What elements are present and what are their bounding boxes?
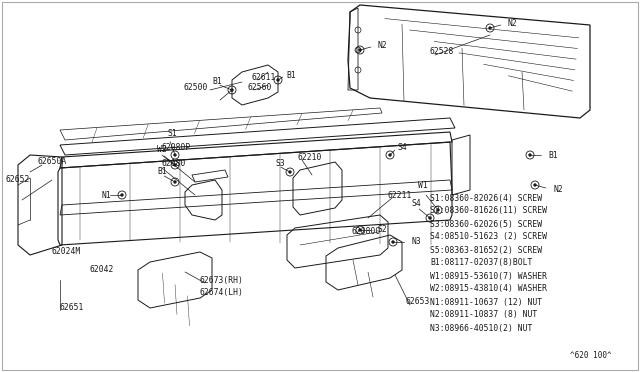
Text: B1:08117-02037(8)BOLT: B1:08117-02037(8)BOLT xyxy=(430,259,532,267)
Circle shape xyxy=(359,49,361,51)
Text: N1:08911-10637 (12) NUT: N1:08911-10637 (12) NUT xyxy=(430,298,542,307)
Circle shape xyxy=(392,241,394,243)
Text: B1: B1 xyxy=(157,167,167,176)
Text: N2: N2 xyxy=(378,41,388,49)
Text: 62080P: 62080P xyxy=(162,144,191,153)
Text: W2:08915-43810(4) WASHER: W2:08915-43810(4) WASHER xyxy=(430,285,547,294)
Text: 62611: 62611 xyxy=(252,74,276,83)
Text: 620800: 620800 xyxy=(352,228,381,237)
Text: N3: N3 xyxy=(411,237,420,247)
Text: 62560: 62560 xyxy=(248,83,273,93)
Circle shape xyxy=(289,171,291,173)
Circle shape xyxy=(359,229,361,231)
Text: B1: B1 xyxy=(548,151,557,160)
Circle shape xyxy=(437,209,439,211)
Text: S4:08510-51623 (2) SCREW: S4:08510-51623 (2) SCREW xyxy=(430,232,547,241)
Text: S2:08360-81626(11) SCREW: S2:08360-81626(11) SCREW xyxy=(430,206,547,215)
Text: S1: S1 xyxy=(167,128,177,138)
Text: S4: S4 xyxy=(398,142,408,151)
Text: S1:08360-82026(4) SCREW: S1:08360-82026(4) SCREW xyxy=(430,193,542,202)
Text: N2: N2 xyxy=(553,186,563,195)
Text: S5:08363-81652(2) SCREW: S5:08363-81652(2) SCREW xyxy=(430,246,542,254)
Text: 62024M: 62024M xyxy=(52,247,81,257)
Text: 62652: 62652 xyxy=(6,176,30,185)
Text: S3: S3 xyxy=(275,160,285,169)
Text: 62211: 62211 xyxy=(388,190,412,199)
Text: S3:08360-62026(5) SCREW: S3:08360-62026(5) SCREW xyxy=(430,219,542,228)
Text: 62653: 62653 xyxy=(405,298,429,307)
Text: N2: N2 xyxy=(508,19,518,28)
Text: W1: W1 xyxy=(418,180,428,189)
Text: 62042: 62042 xyxy=(90,266,115,275)
Text: N1: N1 xyxy=(102,190,112,199)
Text: B1: B1 xyxy=(212,77,221,87)
Circle shape xyxy=(231,89,233,91)
Circle shape xyxy=(121,194,123,196)
Text: 62500: 62500 xyxy=(184,83,208,93)
Circle shape xyxy=(489,27,491,29)
Text: ^620 100^: ^620 100^ xyxy=(570,350,612,359)
Text: S2: S2 xyxy=(378,225,388,234)
Text: 62674(LH): 62674(LH) xyxy=(200,288,244,296)
Text: 62528: 62528 xyxy=(430,48,454,57)
Circle shape xyxy=(529,154,531,156)
Text: 62650A: 62650A xyxy=(38,157,67,167)
Circle shape xyxy=(174,154,176,156)
Text: W2: W2 xyxy=(157,145,167,154)
Text: 62080: 62080 xyxy=(162,158,186,167)
Text: N3:08966-40510(2) NUT: N3:08966-40510(2) NUT xyxy=(430,324,532,333)
Text: S4: S4 xyxy=(412,199,422,208)
Circle shape xyxy=(534,184,536,186)
Text: W1:08915-53610(7) WASHER: W1:08915-53610(7) WASHER xyxy=(430,272,547,280)
Circle shape xyxy=(429,217,431,219)
Text: 62210: 62210 xyxy=(298,153,323,161)
Text: B1: B1 xyxy=(286,71,296,80)
Text: 62673(RH): 62673(RH) xyxy=(200,276,244,285)
Circle shape xyxy=(174,181,176,183)
Text: N2:08911-10837 (8) NUT: N2:08911-10837 (8) NUT xyxy=(430,311,537,320)
Circle shape xyxy=(174,164,176,166)
Circle shape xyxy=(389,154,391,156)
Circle shape xyxy=(277,79,279,81)
Text: 62651: 62651 xyxy=(60,304,84,312)
